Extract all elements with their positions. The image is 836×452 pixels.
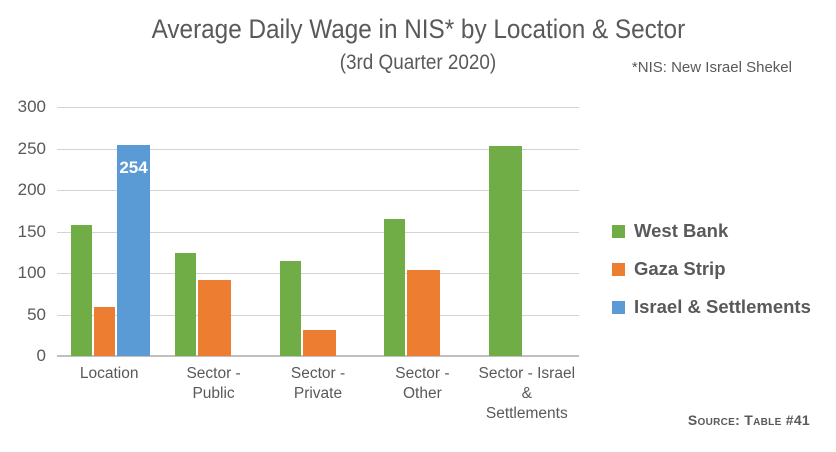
bar-group-sector-1: [175, 253, 232, 356]
bar-gaza-strip-sector: [407, 269, 441, 356]
bar-gaza-strip-location: [94, 307, 115, 356]
plot-area: 254: [57, 107, 579, 357]
y-tick-label-300: 300: [17, 97, 46, 116]
y-tick-label-200: 200: [17, 180, 46, 199]
x-label-location-0: Location: [79, 365, 139, 382]
legend-label-gaza-strip: Gaza Strip: [634, 258, 726, 279]
legend-item-gaza-strip: Gaza Strip: [612, 250, 811, 288]
gridline-200: [57, 190, 579, 191]
bar-west-bank-sector: [175, 253, 197, 356]
nis-footnote: *NIS: New Israel Shekel: [631, 59, 792, 76]
bar-group-sector-israel-4: [488, 146, 522, 356]
y-tick-label-250: 250: [17, 138, 46, 158]
gridline-300: [57, 107, 579, 108]
gridline-50: [57, 314, 579, 316]
legend-label-israel-settlements: Israel & Settlements: [634, 296, 811, 317]
chart-subtitle-text: (3rd Quarter 2020): [339, 51, 497, 74]
y-tick-label-0: 0: [36, 346, 46, 365]
y-axis: 0 50 100 150 200 250 300: [0, 98, 46, 365]
gridline-150: [57, 231, 579, 233]
legend-item-west-bank: West Bank: [612, 212, 811, 250]
legend-item-israel-settlements: Israel & Settlements: [612, 288, 811, 326]
chart-title-text: Average Daily Wage in NIS* by Location &…: [151, 14, 685, 44]
bar-west-bank-sector: [279, 261, 301, 356]
bar-west-bank-sector: [384, 219, 406, 356]
y-tick-label-100: 100: [17, 263, 46, 282]
bar-gaza-strip-sector: [302, 330, 336, 356]
x-label-sector-1: Sector - Public: [186, 365, 241, 402]
bar-israel-settlements-location: 254: [117, 145, 150, 356]
x-label-sector-2: Sector - Private: [290, 365, 346, 402]
data-label-israel-settlements: 254: [119, 158, 148, 178]
bar-group-sector-3: [384, 219, 441, 356]
bar-west-bank-location: [71, 224, 92, 356]
legend-swatch-israel-settlements: [612, 300, 625, 314]
gridline-100: [57, 273, 579, 274]
legend-swatch-west-bank: [612, 224, 625, 238]
legend-label-west-bank: West Bank: [634, 220, 729, 241]
y-tick-label-50: 50: [27, 304, 46, 324]
bar-west-bank-sector-israel: [488, 146, 522, 356]
chart-title: Average Daily Wage in NIS* by Location &…: [0, 14, 836, 45]
legend: West Bank Gaza Strip Israel & Settlements: [612, 212, 811, 326]
bar-group-location-0: 254: [71, 145, 150, 356]
source-note: Source: Table #41: [687, 412, 810, 428]
legend-swatch-gaza-strip: [612, 262, 625, 276]
y-tick-label-150: 150: [17, 221, 46, 241]
x-label-sector-3: Sector - Other: [395, 365, 450, 402]
x-label-sector-israel-4: Sector - Israel & Settlements: [478, 365, 576, 422]
x-axis-line: [57, 355, 579, 357]
x-axis-labels: Location Sector - Public Sector - Private S…: [57, 364, 579, 436]
gridline-250: [57, 148, 579, 150]
bar-group-sector-2: [279, 261, 336, 356]
bar-gaza-strip-sector: [198, 279, 232, 356]
chart-subtitle: (3rd Quarter 2020): [0, 51, 836, 75]
